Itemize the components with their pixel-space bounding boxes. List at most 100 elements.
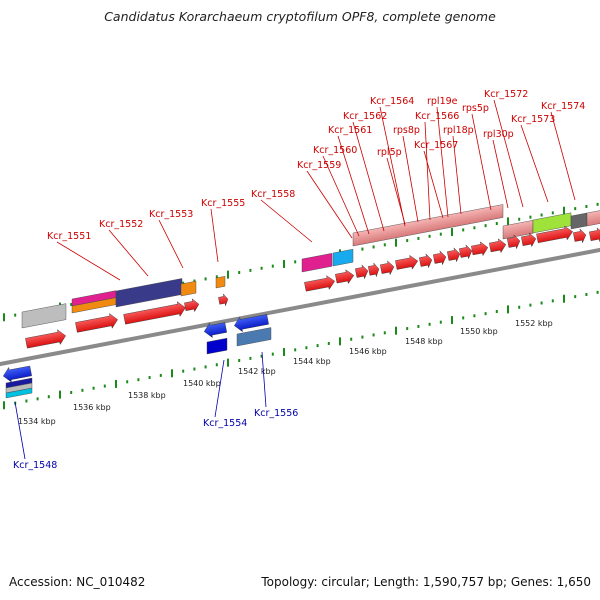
leader-line (56, 241, 121, 281)
rna-bar (586, 208, 600, 227)
cds-arrow (521, 232, 537, 248)
leader-line (424, 121, 431, 221)
gene-label-plus: Kcr_1562 (343, 111, 387, 122)
cds-arrow (304, 275, 336, 292)
leader-line (210, 208, 219, 263)
leader-line (452, 135, 462, 215)
cds-arrow (471, 241, 489, 257)
cds-arrow (25, 329, 66, 349)
cds-arrow (573, 228, 587, 244)
gene-label-plus: Kcr_1561 (328, 125, 372, 136)
gene-label-minus: Kcr_1556 (254, 408, 298, 419)
leader-line (520, 124, 549, 203)
cds-arrow (380, 260, 395, 276)
leader-line (550, 111, 576, 201)
rna-bar (352, 204, 504, 247)
gene-label-minus: Kcr_1554 (203, 418, 247, 429)
gene-box-orange (180, 280, 197, 297)
gene-label-plus: Kcr_1551 (47, 231, 91, 242)
scale-label: 1540 kbp (183, 379, 221, 388)
leader-line (402, 135, 419, 223)
gene-label-minus: Kcr_1548 (13, 460, 57, 471)
leader-line (14, 401, 26, 460)
gene-label-plus: Kcr_1573 (511, 114, 555, 125)
leader-line (386, 157, 406, 225)
genome-summary-text: Topology: circular; Length: 1,590,757 bp… (261, 575, 591, 589)
gene-label-plus: rps5p (462, 103, 489, 114)
leader-line (423, 150, 444, 219)
gene-box-navy (115, 278, 183, 308)
cds-arrow (184, 298, 200, 313)
scale-label: 1544 kbp (293, 357, 331, 366)
map-title: Candidatus Korarchaeum cryptofilum OPF8,… (104, 9, 496, 24)
cds-arrow (419, 253, 433, 269)
cds-arrow (507, 234, 521, 250)
cds-arrow (536, 225, 573, 244)
leader-line (158, 219, 184, 269)
cds-arrow (123, 301, 186, 325)
gene-box-steelblue (236, 327, 272, 347)
scale-label: 1548 kbp (405, 337, 443, 346)
leader-line (214, 359, 225, 418)
cds-arrow (335, 269, 355, 285)
leader-line (261, 351, 267, 408)
cds-arrow (433, 250, 447, 266)
gene-label-plus: rpl18p (443, 125, 474, 136)
gene-label-plus: rps8p (393, 125, 420, 136)
scale-label: 1538 kbp (128, 391, 166, 400)
gene-box-magenta (301, 253, 333, 273)
leader-line (322, 155, 360, 237)
minus-arrow (2, 365, 32, 383)
gene-label-plus: Kcr_1555 (201, 198, 245, 209)
gene-box-cyan (5, 387, 33, 399)
cds-arrow (589, 227, 600, 243)
leader-line (493, 99, 524, 208)
gene-label-plus: Kcr_1558 (251, 189, 295, 200)
cds-arrow (489, 238, 507, 254)
accession-text: Accession: NC_010482 (9, 575, 146, 589)
scale-label: 1536 kbp (73, 403, 111, 412)
leader-line (379, 106, 406, 227)
gene-labels: Kcr_1551 Kcr_1552 Kcr_1553 Kcr_1555 Kcr_1558… (13, 89, 585, 471)
leader-line (108, 229, 149, 277)
gene-box-cyan (332, 248, 354, 267)
gene-label-plus: Kcr_1566 (415, 111, 459, 122)
cds-arrow (447, 247, 461, 263)
gene-label-plus: rpl19e (427, 96, 458, 107)
cds-arrow (218, 293, 229, 307)
gene-box-orange (215, 276, 226, 289)
gene-label-plus: Kcr_1567 (414, 140, 458, 151)
scale-label: 1550 kbp (460, 327, 498, 336)
scale-label: 1552 kbp (515, 319, 553, 328)
gene-label-plus: Kcr_1564 (370, 96, 414, 107)
cds-arrow (75, 313, 118, 333)
cds-arrow (395, 254, 419, 270)
gene-label-plus: Kcr_1552 (99, 219, 143, 230)
scale-label: 1534 kbp (18, 417, 56, 426)
cds-arrow (355, 264, 369, 280)
gene-label-plus: Kcr_1572 (484, 89, 528, 100)
gene-features[interactable] (2, 204, 600, 399)
scale-labels: 1534 kbp 1536 kbp 1538 kbp 1540 kbp 1542 kbp… (18, 319, 553, 426)
scale-label: 1542 kbp (238, 367, 276, 376)
leader-line (337, 135, 370, 235)
minus-arrow (203, 322, 227, 339)
leader-line (436, 106, 449, 218)
leader-line (352, 121, 385, 232)
gene-label-plus: Kcr_1574 (541, 101, 585, 112)
gene-box-darkgrey (570, 212, 588, 230)
genome-backbone (0, 247, 600, 367)
leader-line (260, 199, 313, 243)
scale-label: 1546 kbp (349, 347, 387, 356)
gene-box-grey (21, 303, 67, 329)
gene-label-plus: Kcr_1560 (313, 145, 357, 156)
gene-box-blue (206, 337, 228, 355)
gene-label-plus: Kcr_1553 (149, 209, 193, 220)
gene-label-plus: rpl5p (377, 147, 402, 158)
gene-label-plus: Kcr_1559 (297, 160, 341, 171)
gene-label-plus: rpl30p (483, 129, 514, 140)
leader-line (306, 170, 353, 239)
leader-line (471, 113, 492, 211)
minus-arrow (234, 314, 269, 333)
